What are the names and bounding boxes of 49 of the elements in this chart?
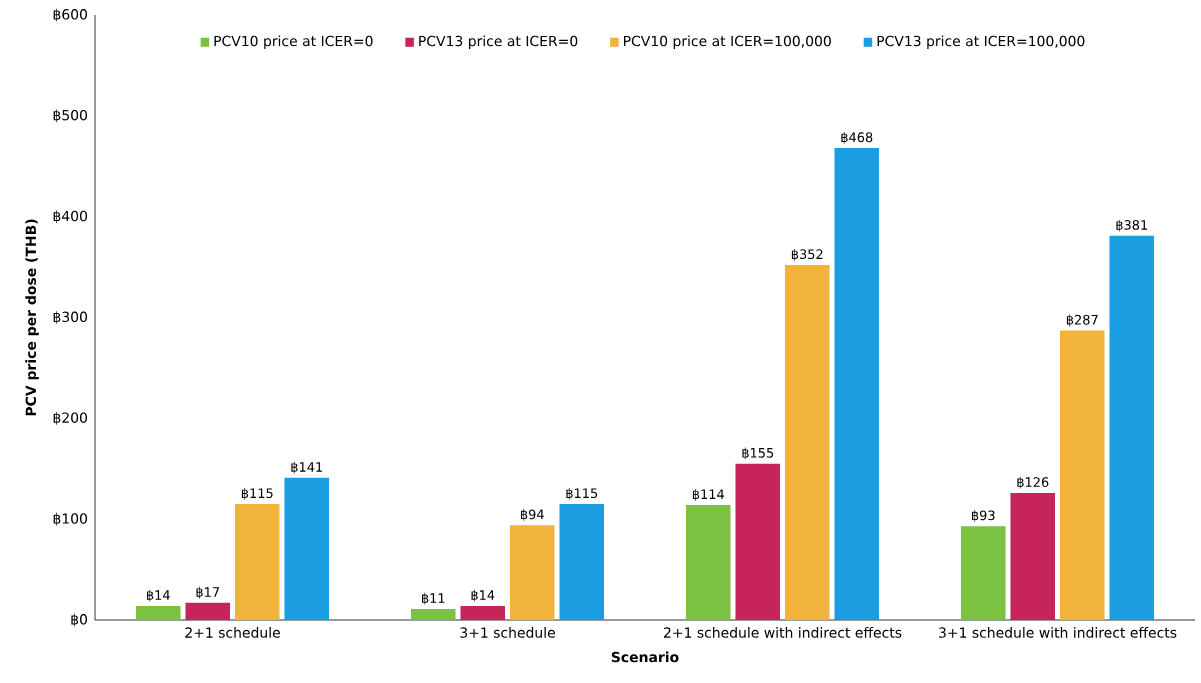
data-label: ฿468 [841,132,873,144]
y-tick-label: ฿600 [53,8,88,22]
y-tick-label: ฿200 [53,412,88,425]
data-label: ฿94 [521,509,544,521]
x-tick-label: 2+1 schedule with indirect effects [664,627,902,638]
bar [685,505,731,620]
legend-label: PCV13 price at ICER=100,000 [877,35,1085,49]
y-axis-title: PCV price per dose (THB) [25,219,39,416]
data-label: ฿114 [692,488,724,501]
data-label: ฿352 [791,248,823,261]
y-tick-label: ฿500 [53,109,88,123]
bar [234,504,280,620]
x-tick-label: 2+1 schedule [185,627,280,638]
legend-label: PCV10 price at ICER=0 [214,35,373,49]
bar [960,526,1006,620]
data-label: ฿381 [1116,219,1148,232]
y-tick-label: ฿0 [71,613,88,627]
x-tick-label: 3+1 schedule [460,627,555,638]
bar [509,525,555,620]
data-label: ฿287 [1066,314,1098,327]
y-tick-label: ฿400 [53,210,88,223]
data-label: ฿93 [972,510,995,522]
y-tick-label: ฿100 [53,512,88,526]
bar [1010,492,1056,620]
data-label: ฿126 [1017,476,1049,489]
bar [1059,330,1105,620]
bar [559,504,605,620]
data-label: ฿141 [291,461,323,474]
bar [185,602,231,620]
data-label: ฿14 [471,589,495,602]
bar [284,477,330,620]
data-label: ฿115 [241,487,273,500]
bar [784,265,830,620]
x-tick-label: 3+1 schedule with indirect effects [939,627,1177,638]
bar [460,605,506,620]
data-label: ฿115 [566,487,598,500]
bar [1109,235,1155,620]
legend-label: PCV13 price at ICER=0 [419,35,578,49]
data-label: ฿14 [147,589,170,602]
x-axis-title: Scenario [611,651,679,663]
data-label: ฿17 [196,586,219,599]
bar [834,148,880,620]
legend-label: PCV10 price at ICER=100,000 [624,35,831,49]
y-tick-label: ฿300 [53,311,88,324]
bar [735,463,781,620]
data-label: ฿155 [742,447,774,460]
bar [410,608,456,620]
data-label: ฿11 [422,592,445,605]
bar [135,605,181,620]
